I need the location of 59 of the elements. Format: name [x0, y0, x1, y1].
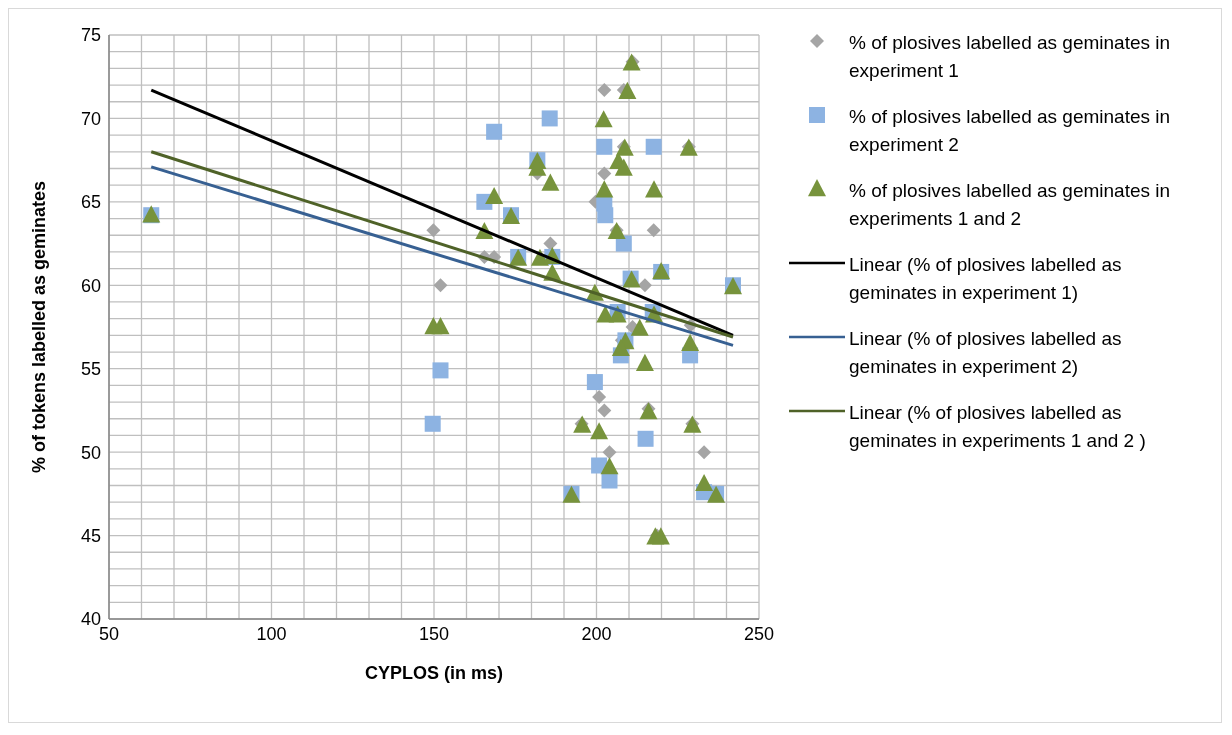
point [424, 415, 441, 432]
point [697, 445, 712, 460]
legend-label: % of plosives labelled as geminates in experiment 1 [849, 31, 1172, 83]
y-tick-label: 65 [80, 192, 101, 213]
point [596, 138, 613, 155]
point [645, 138, 662, 155]
point [592, 390, 607, 405]
point [432, 362, 449, 379]
point [646, 223, 661, 238]
point [431, 317, 450, 335]
point [486, 123, 503, 140]
y-tick-label: 55 [80, 359, 101, 380]
point [586, 374, 603, 391]
point [681, 333, 700, 351]
point [595, 180, 614, 198]
point [426, 223, 441, 238]
point [635, 353, 654, 371]
legend-label: % of plosives labelled as geminates in experiments 1 and 2 [849, 179, 1172, 231]
point [594, 110, 613, 128]
x-tick-label: 150 [418, 623, 450, 644]
x-tick-label: 250 [743, 623, 775, 644]
point [645, 180, 664, 198]
point [602, 445, 617, 460]
point [543, 236, 558, 251]
point [600, 457, 619, 475]
point [485, 186, 504, 205]
point [597, 403, 612, 418]
point [597, 83, 612, 98]
y-tick-label: 50 [80, 442, 101, 463]
legend-label: Linear (% of plosives labelled as geminates in experiments 1 and 2 ) [849, 401, 1147, 453]
point [695, 473, 714, 492]
point [630, 318, 649, 336]
y-tick-label: 45 [80, 525, 101, 546]
point [541, 173, 560, 191]
y-tick-label: 60 [80, 275, 101, 296]
point [433, 278, 448, 293]
point [601, 472, 618, 489]
legend-label: % of plosives labelled as geminates in experiment 2 [849, 105, 1172, 157]
x-tick-label: 200 [581, 623, 612, 644]
point [611, 338, 630, 356]
point [597, 207, 614, 224]
point [639, 402, 658, 420]
point [590, 422, 609, 440]
point [637, 430, 654, 447]
legend-label: Linear (% of plosives labelled as geminates in experiment 1) [849, 253, 1123, 305]
point [541, 110, 558, 127]
y-tick-label: 70 [80, 108, 101, 129]
point [597, 166, 612, 181]
point [618, 81, 637, 99]
point [614, 158, 633, 176]
x-tick-label: 100 [256, 623, 287, 644]
y-tick-label: 75 [80, 25, 101, 46]
point [651, 527, 670, 545]
y-axis-title: % of tokens labelled as geminates [29, 180, 50, 474]
x-axis-title: CYPLOS (in ms) [364, 663, 504, 683]
y-tick-label: 40 [80, 609, 101, 630]
point [637, 278, 652, 293]
x-tick-label: 50 [98, 623, 120, 644]
legend-label: Linear (% of plosives labelled as geminates in experiment 2) [849, 327, 1123, 379]
